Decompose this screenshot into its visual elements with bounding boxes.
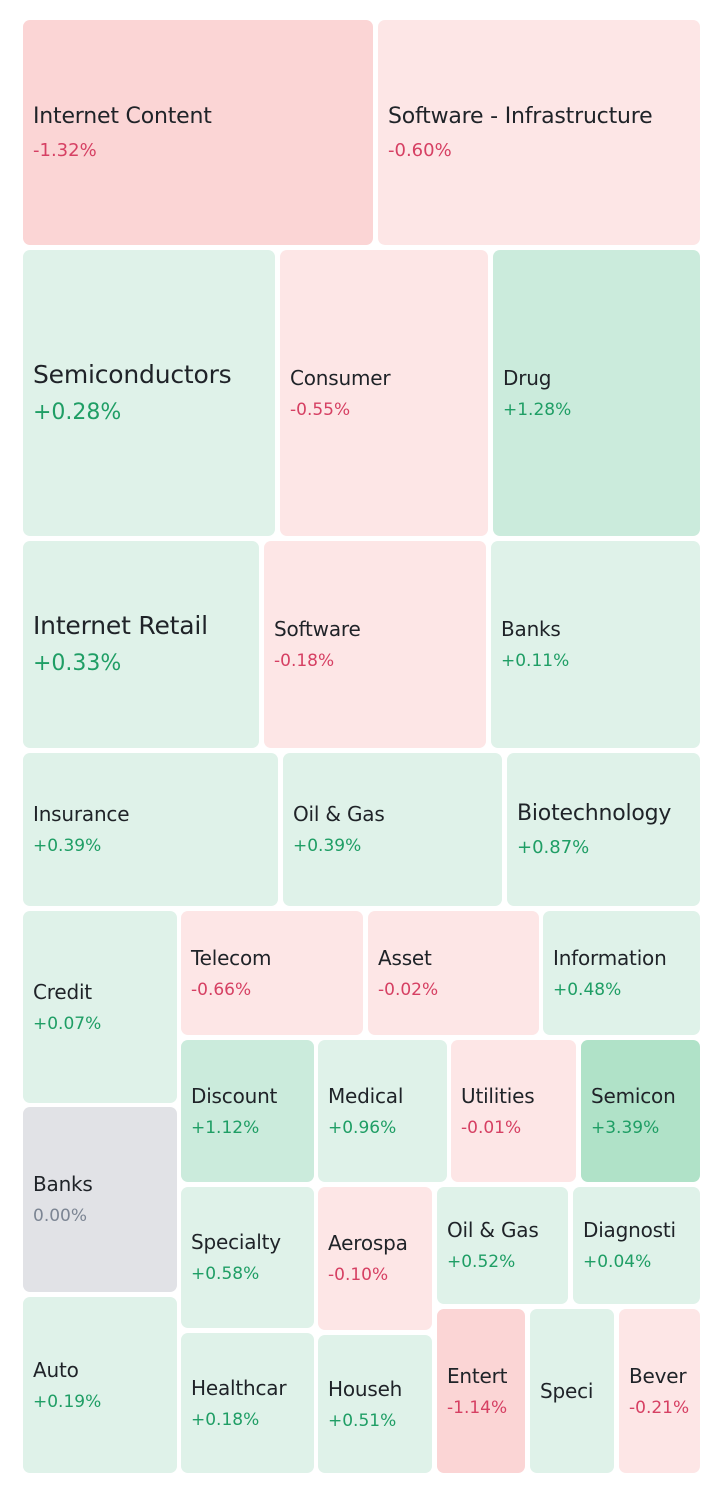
treemap-tile-software-infrastructure-1[interactable]: Software - Infrastructure -0.60%	[378, 20, 700, 245]
tile-name: Software	[274, 617, 361, 642]
treemap-tile-oil-and-gas-9[interactable]: Oil & Gas +0.39%	[283, 753, 502, 906]
tile-name: Insurance	[33, 802, 130, 827]
tile-change-value: +0.39%	[293, 836, 362, 857]
tile-name: Healthcar	[191, 1375, 287, 1400]
tile-change-value: +0.58%	[191, 1264, 260, 1285]
tile-change-value: +0.48%	[553, 979, 622, 1000]
treemap-tile-medical-16[interactable]: Medical +0.96%	[318, 1040, 447, 1182]
tile-change-value: +0.96%	[328, 1117, 397, 1138]
tile-name: Medical	[328, 1083, 404, 1108]
treemap-tile-banks-7[interactable]: Banks +0.11%	[491, 541, 700, 748]
tile-change-value: +0.33%	[33, 651, 122, 677]
tile-change-value: -0.18%	[274, 651, 335, 672]
tile-name: Entert	[447, 1363, 508, 1388]
tile-name: Bever	[629, 1363, 687, 1388]
treemap-tile-entert-27[interactable]: Entert -1.14%	[437, 1309, 525, 1473]
treemap-tile-househ-26[interactable]: Househ +0.51%	[318, 1335, 432, 1473]
tile-change-value: +3.39%	[591, 1117, 660, 1138]
tile-change-value: -1.14%	[447, 1397, 508, 1418]
tile-name: Biotechnology	[517, 800, 672, 826]
tile-name: Utilities	[461, 1083, 535, 1108]
treemap-tile-semicon-18[interactable]: Semicon +3.39%	[581, 1040, 700, 1182]
tile-name: Discount	[191, 1083, 278, 1108]
tile-change-value: +0.04%	[583, 1252, 652, 1273]
treemap-tile-auto-24[interactable]: Auto +0.19%	[23, 1297, 177, 1473]
tile-change-value: +0.07%	[33, 1013, 102, 1034]
tile-name: Househ	[328, 1376, 403, 1401]
treemap-tile-telecom-12[interactable]: Telecom -0.66%	[181, 911, 363, 1035]
tile-change-value: +0.19%	[33, 1391, 102, 1412]
treemap-tile-semiconductors-2[interactable]: Semiconductors +0.28%	[23, 250, 275, 536]
tile-name: Credit	[33, 979, 92, 1004]
tile-name: Aerospa	[328, 1231, 408, 1256]
treemap-tile-speci-28[interactable]: Speci	[530, 1309, 614, 1473]
treemap-tile-aerospa-21[interactable]: Aerospa -0.10%	[318, 1187, 432, 1330]
tile-name: Semicon	[591, 1083, 676, 1108]
treemap-tile-healthcar-25[interactable]: Healthcar +0.18%	[181, 1333, 314, 1473]
treemap-tile-utilities-17[interactable]: Utilities -0.01%	[451, 1040, 576, 1182]
tile-change-value: -0.21%	[629, 1397, 690, 1418]
tile-name: Software - Infrastructure	[388, 103, 653, 129]
tile-name: Asset	[378, 945, 432, 970]
tile-name: Banks	[501, 617, 561, 642]
tile-change-value: +0.52%	[447, 1252, 516, 1273]
tile-change-value: -0.55%	[290, 399, 351, 420]
tile-name: Specialty	[191, 1230, 281, 1255]
tile-name: Oil & Gas	[447, 1218, 539, 1243]
tile-name: Internet Content	[33, 103, 212, 129]
tile-name: Speci	[540, 1379, 594, 1403]
tile-change-value: +0.11%	[501, 651, 570, 672]
tile-name: Drug	[503, 365, 552, 390]
tile-change-value: -0.02%	[378, 979, 439, 1000]
tile-change-value: +0.51%	[328, 1410, 397, 1431]
treemap-tile-information-14[interactable]: Information +0.48%	[543, 911, 700, 1035]
treemap-tile-oil-and-gas-22[interactable]: Oil & Gas +0.52%	[437, 1187, 568, 1304]
tile-change-value: +1.12%	[191, 1117, 260, 1138]
treemap-tile-internet-retail-5[interactable]: Internet Retail +0.33%	[23, 541, 259, 748]
tile-change-value: +0.28%	[33, 399, 122, 425]
tile-name: Auto	[33, 1357, 79, 1382]
treemap-tile-asset-13[interactable]: Asset -0.02%	[368, 911, 539, 1035]
treemap-tile-bever-29[interactable]: Bever -0.21%	[619, 1309, 700, 1473]
tile-change-value: +0.39%	[33, 836, 102, 857]
treemap-tile-banks-19[interactable]: Banks 0.00%	[23, 1107, 177, 1292]
treemap-tile-biotechnology-10[interactable]: Biotechnology +0.87%	[507, 753, 700, 906]
tile-name: Diagnosti	[583, 1218, 676, 1243]
tile-name: Consumer	[290, 365, 391, 390]
tile-change-value: -1.32%	[33, 139, 97, 161]
tile-name: Banks	[33, 1172, 93, 1197]
treemap-tile-drug-4[interactable]: Drug +1.28%	[493, 250, 700, 536]
tile-name: Telecom	[191, 945, 272, 970]
treemap-tile-credit-11[interactable]: Credit +0.07%	[23, 911, 177, 1103]
tile-change-value: -0.10%	[328, 1265, 389, 1286]
treemap-tile-consumer-3[interactable]: Consumer -0.55%	[280, 250, 488, 536]
treemap-tile-insurance-8[interactable]: Insurance +0.39%	[23, 753, 278, 906]
treemap-tile-discount-15[interactable]: Discount +1.12%	[181, 1040, 314, 1182]
tile-name: Semiconductors	[33, 359, 232, 389]
tile-change-value: 0.00%	[33, 1206, 88, 1227]
tile-change-value: -0.01%	[461, 1117, 522, 1138]
treemap-tile-internet-content-0[interactable]: Internet Content -1.32%	[23, 20, 373, 245]
tile-change-value: -0.66%	[191, 979, 252, 1000]
tile-change-value: +0.18%	[191, 1409, 260, 1430]
tile-change-value: +0.87%	[517, 836, 590, 858]
tile-change-value: +1.28%	[503, 399, 572, 420]
treemap-tile-software-6[interactable]: Software -0.18%	[264, 541, 486, 748]
treemap-tile-diagnosti-23[interactable]: Diagnosti +0.04%	[573, 1187, 700, 1304]
tile-name: Information	[553, 945, 667, 970]
treemap-tile-specialty-20[interactable]: Specialty +0.58%	[181, 1187, 314, 1328]
tile-name: Internet Retail	[33, 611, 208, 641]
tile-change-value: -0.60%	[388, 139, 452, 161]
tile-name: Oil & Gas	[293, 802, 385, 827]
